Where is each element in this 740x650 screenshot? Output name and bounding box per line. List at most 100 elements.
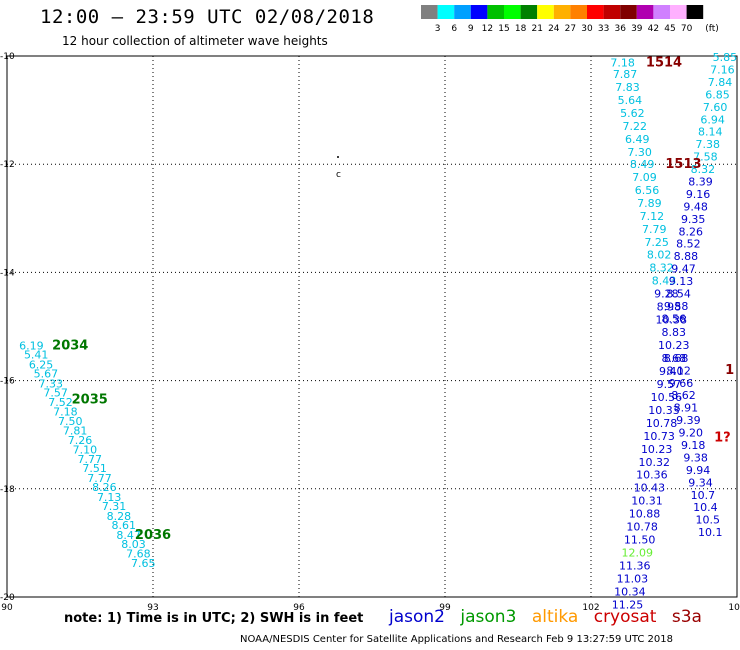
swh-value: 8.54 — [666, 287, 691, 300]
footer-note: note: 1) Time is in UTC; 2) SWH is in fe… — [64, 611, 364, 626]
swh-value: 7.38 — [696, 138, 721, 151]
colorbar-swatch — [670, 5, 687, 19]
swh-value: 10.23 — [641, 443, 673, 456]
colorbar-swatch — [553, 5, 571, 19]
swh-value: 8.02 — [647, 249, 672, 262]
colorbar-label: 3 — [435, 24, 441, 34]
swh-value: 10.38 — [656, 313, 688, 326]
x-tick-label: 96 — [293, 603, 305, 613]
swh-value: 8.88 — [674, 250, 699, 263]
x-tick-label: 99 — [439, 603, 451, 613]
colorbar-swatch — [487, 5, 504, 19]
y-tick-label: -12 — [0, 160, 15, 170]
swh-value: 7.81 — [63, 424, 88, 437]
swh-value: 9.39 — [676, 414, 701, 427]
swh-value: 7.12 — [640, 210, 665, 223]
colorbar-swatch — [636, 5, 654, 19]
swh-data-points: 6.195.416.255.677.337.577.527.187.507.81… — [19, 51, 737, 611]
colorbar-swatch — [587, 5, 604, 19]
y-tick-label: -20 — [0, 593, 15, 603]
swh-value: 7.31 — [102, 500, 127, 513]
swh-value: 9.38 — [683, 451, 708, 464]
colorbar-swatch — [537, 5, 554, 19]
swh-value: 10.78 — [626, 521, 658, 534]
time-label: 2034 — [52, 338, 88, 353]
swh-value: 8.68 — [664, 352, 689, 365]
swh-value: 7.09 — [632, 171, 657, 184]
colorbar-swatch — [454, 5, 471, 19]
swh-value: 7.77 — [77, 453, 102, 466]
swh-value: 7.65 — [131, 557, 156, 570]
island-glyph: c — [336, 170, 341, 180]
swh-value: 7.13 — [97, 491, 122, 504]
swh-value: 8.12 — [666, 364, 691, 377]
swh-value: 6.94 — [700, 113, 725, 126]
y-tick-label: -18 — [0, 485, 15, 495]
colorbar-swatch — [603, 5, 621, 19]
time-label: 1513 — [665, 157, 701, 172]
swh-value: 7.83 — [615, 81, 640, 94]
swh-value: 8.49 — [630, 158, 655, 171]
swh-value: 8.56 — [661, 312, 686, 325]
swh-value: 5.85 — [713, 51, 738, 64]
swh-value: 8.03 — [121, 538, 146, 551]
swh-value: 9.16 — [686, 188, 711, 201]
swh-value: 8.52 — [676, 238, 701, 251]
colorbar-label: 15 — [498, 24, 509, 34]
swh-value: 7.79 — [642, 223, 667, 236]
swh-value: 8.62 — [671, 389, 696, 402]
colorbar-swatch — [686, 5, 704, 19]
colorbar-swatch — [437, 5, 455, 19]
colorbar-swatch — [620, 5, 637, 19]
swh-value: 10.23 — [658, 339, 690, 352]
swh-value: 11.25 — [612, 599, 644, 612]
y-tick-label: -14 — [0, 268, 15, 278]
island-dot — [337, 156, 339, 158]
time-label: 1514 — [646, 55, 682, 70]
swh-value: 5.41 — [24, 349, 49, 362]
satellite-jason2: jason2 — [389, 607, 445, 627]
colorbar-label: 42 — [648, 24, 659, 34]
swh-value: 8.68 — [661, 352, 686, 365]
grid-lines — [6, 55, 738, 598]
swh-value: 7.77 — [87, 472, 112, 485]
time-label: 2035 — [72, 393, 108, 408]
swh-value: 7.16 — [710, 64, 735, 77]
swh-value: 7.68 — [126, 548, 151, 561]
swh-value: 8.47 — [116, 529, 141, 542]
swh-value: 6.19 — [19, 339, 44, 352]
colorbar-swatch — [421, 5, 438, 19]
swh-value: 5.64 — [618, 94, 643, 107]
swh-value: 9.57 — [657, 378, 682, 391]
plot-frame — [6, 55, 738, 598]
swh-value: 10.73 — [643, 430, 675, 443]
x-tick-label: 105 — [728, 603, 740, 613]
swh-value: 10.34 — [614, 586, 646, 599]
swh-value: 8.32 — [649, 262, 674, 275]
colorbar-unit: (ft) — [705, 24, 719, 34]
swh-value: 7.50 — [58, 415, 83, 428]
time-label: 2036 — [135, 528, 171, 543]
swh-value: 9.47 — [671, 263, 696, 276]
swh-value: 7.60 — [703, 101, 728, 114]
x-tick-label: 90 — [1, 603, 13, 613]
swh-value: 10.78 — [646, 417, 678, 430]
colorbar-label: 24 — [548, 24, 560, 34]
swh-value: 8.26 — [679, 225, 704, 238]
swh-value: 5.67 — [34, 368, 59, 381]
colorbar-label: 9 — [468, 24, 474, 34]
colorbar-swatch — [520, 5, 538, 19]
swh-value: 10.36 — [636, 469, 668, 482]
swh-value: 7.30 — [627, 146, 652, 159]
chart-title: 12:00 – 23:59 UTC 02/08/2018 — [40, 6, 375, 28]
swh-value: 9.48 — [683, 200, 708, 213]
satellite-s3a: s3a — [671, 607, 702, 627]
swh-value: 10.32 — [639, 456, 671, 469]
swh-value: 7.87 — [613, 68, 638, 81]
satellite-legend: jason2 jason3 altika cryosat s3a — [389, 607, 712, 627]
swh-value: 11.50 — [624, 534, 656, 547]
swh-value: 11.03 — [617, 573, 649, 586]
swh-value: 7.58 — [693, 151, 718, 164]
time-label: 1 — [725, 363, 734, 378]
